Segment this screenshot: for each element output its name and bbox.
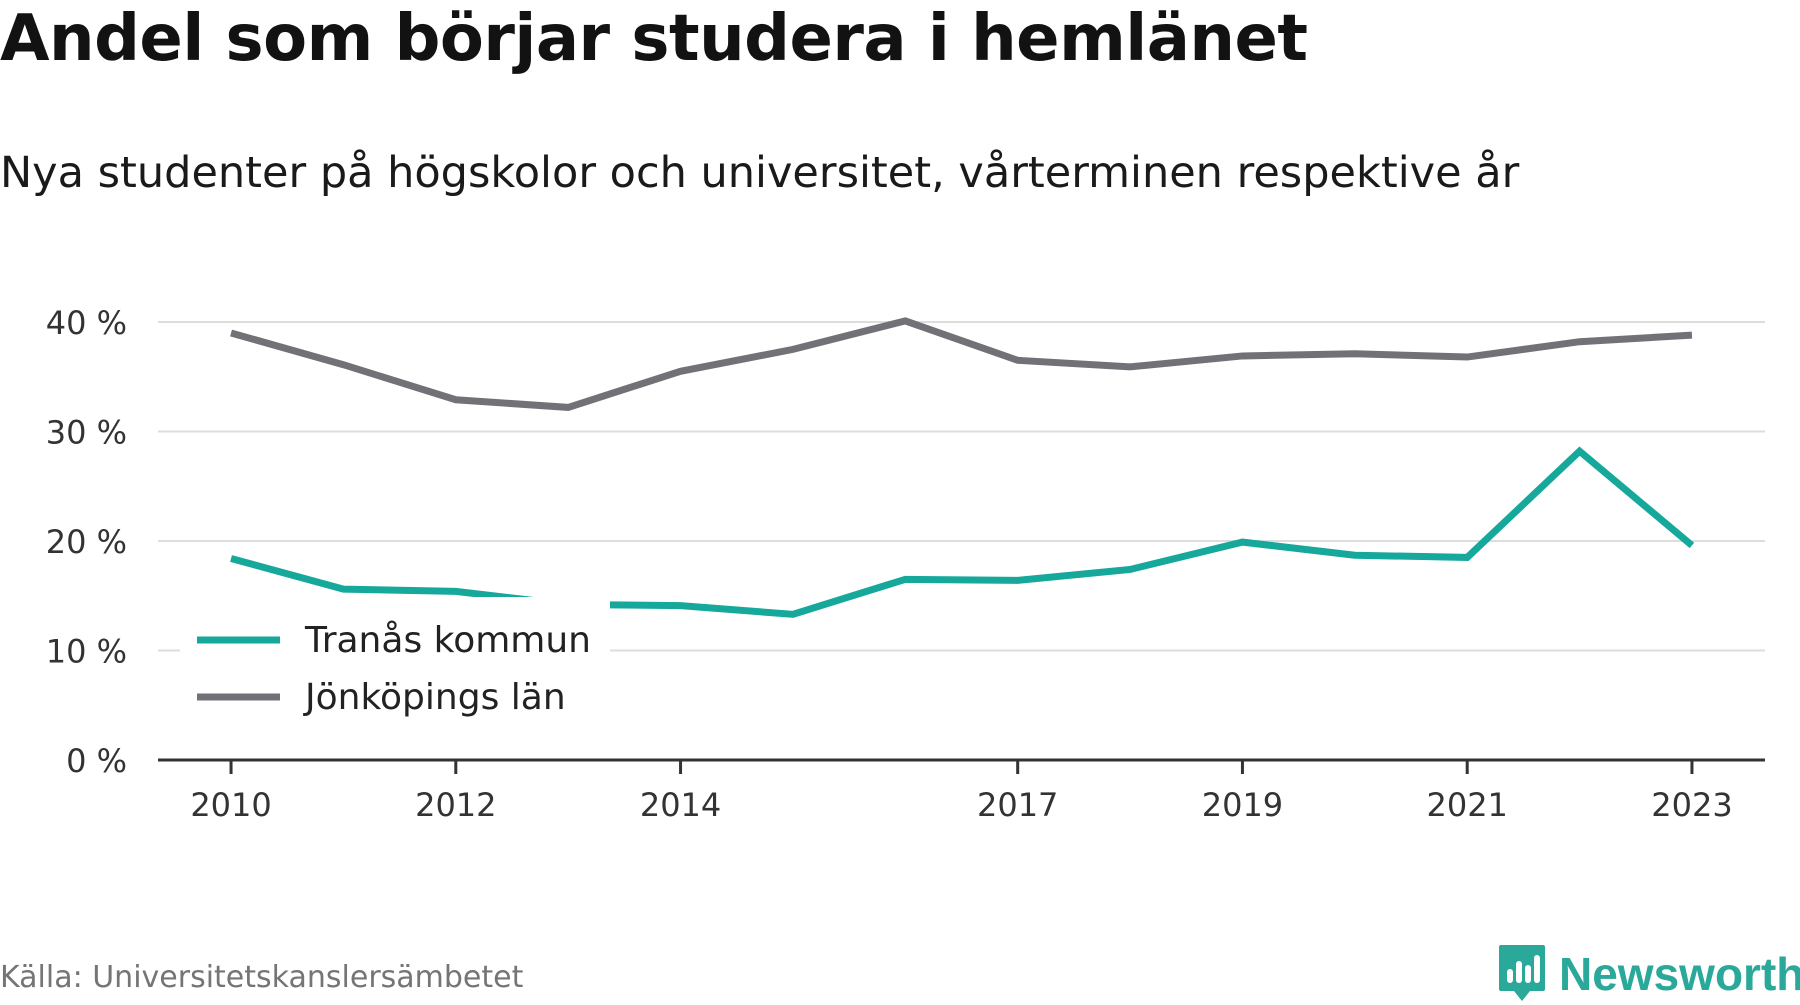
x-tick-label: 2014 bbox=[640, 786, 721, 824]
x-tick-label: 2021 bbox=[1426, 786, 1507, 824]
x-tick-label: 2012 bbox=[415, 786, 496, 824]
axes: 0 % 10 % 20 % 30 % 40 % 2010 2012 2014 2017 2019 2… bbox=[46, 304, 1765, 824]
brand-name: Newsworthy bbox=[1559, 948, 1800, 1000]
newsworthy-logo-icon bbox=[1499, 945, 1545, 1001]
legend: Tranås kommun Jönköpings län bbox=[180, 597, 610, 719]
chart-title: Andel som börjar studera i hemlänet bbox=[0, 2, 1308, 76]
x-tick-label: 2010 bbox=[190, 786, 271, 824]
y-tick-label: 0 % bbox=[66, 742, 127, 780]
series-line-j-nk-pings-l-n bbox=[230, 317, 1693, 411]
y-tick-label: 20 % bbox=[46, 523, 127, 561]
legend-label: Tranås kommun bbox=[304, 620, 591, 661]
chart-subtitle: Nya studenter på högskolor och universit… bbox=[0, 148, 1520, 198]
source-note: Källa: Universitetskanslersämbetet bbox=[0, 960, 524, 995]
series-lines bbox=[230, 317, 1695, 618]
y-tick-label: 40 % bbox=[46, 304, 127, 342]
x-tick-label: 2023 bbox=[1651, 786, 1732, 824]
series-line-tran-s-kommun bbox=[230, 446, 1695, 618]
brand-logo: Newsworthy bbox=[1497, 943, 1800, 1005]
legend-label: Jönköpings län bbox=[303, 677, 566, 718]
y-tick-label: 10 % bbox=[46, 633, 127, 671]
x-tick-label: 2019 bbox=[1202, 786, 1283, 824]
x-tick-label: 2017 bbox=[977, 786, 1058, 824]
y-tick-label: 30 % bbox=[46, 414, 127, 452]
